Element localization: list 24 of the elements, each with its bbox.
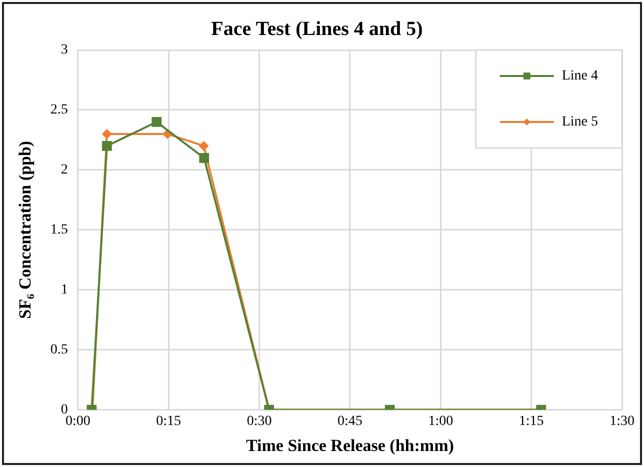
y-tick-label: 2.5 [50, 102, 68, 118]
y-tick-label: 1.5 [50, 222, 68, 238]
x-tick-label: 0:00 [65, 414, 90, 429]
point [199, 152, 210, 163]
point [152, 117, 162, 127]
legend-label: Line 5 [562, 114, 598, 130]
x-tick-label: 0:45 [338, 414, 362, 429]
x-tick-label: 1:30 [610, 414, 634, 429]
point [198, 140, 209, 151]
y-tick-label: 0.5 [50, 342, 68, 358]
y-tick-label: 2 [60, 162, 68, 178]
y-tick-label: 0 [60, 402, 68, 418]
chart-title: Face Test (Lines 4 and 5) [211, 18, 423, 40]
x-tick-label: 1:15 [518, 414, 544, 429]
y-tick-label: 3 [60, 42, 68, 58]
x-tick-label: 0:15 [156, 414, 182, 429]
point [102, 140, 112, 151]
x-tick-label: 0:30 [246, 414, 272, 429]
x-tick-label: 1:00 [428, 414, 454, 429]
legend-label: Line 4 [562, 68, 598, 84]
x-axis-title: Time Since Release (hh:mm) [246, 436, 454, 456]
y-axis-title: SF₆ Concentration (ppb) [16, 140, 35, 319]
y-tick-label: 1 [60, 282, 68, 298]
point [102, 128, 112, 139]
